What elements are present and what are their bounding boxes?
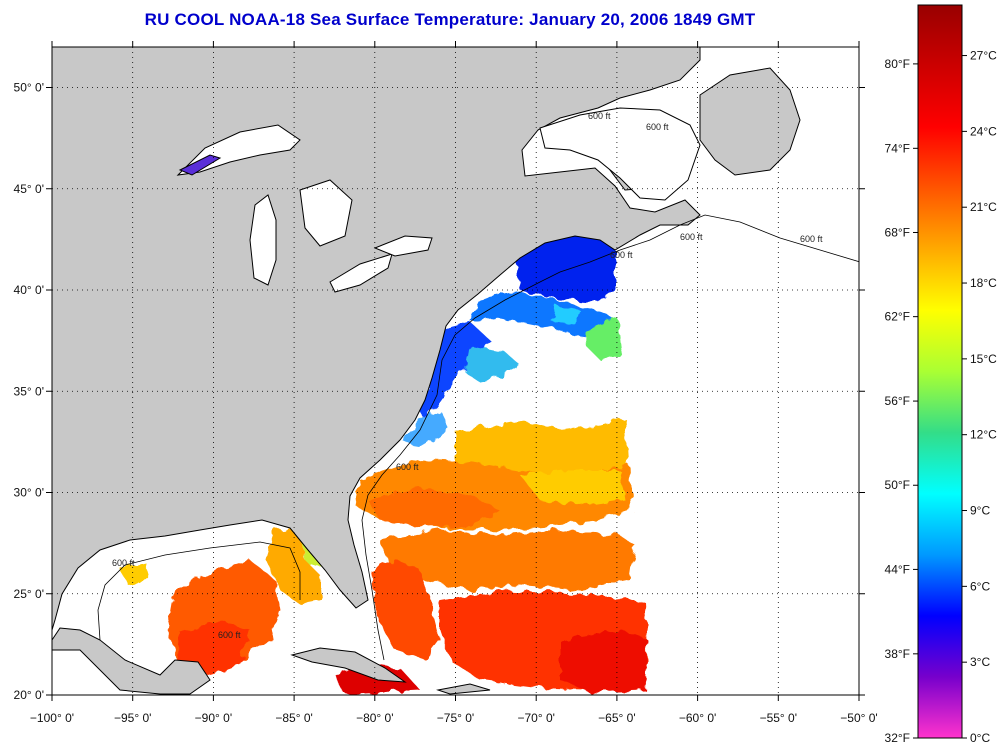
lat-tick-label: 25° 0' bbox=[14, 587, 44, 601]
colorbar-c-label: 6°C bbox=[970, 579, 990, 593]
colorbar-f-label: 68°F bbox=[885, 225, 910, 239]
lon-tick-label: −100° 0' bbox=[30, 711, 74, 725]
sst-patch-hatteras bbox=[402, 410, 450, 448]
colorbar-f-label: 56°F bbox=[885, 394, 910, 408]
sst-patch-slope-cyan bbox=[552, 305, 580, 325]
colorbar-c-label: 3°C bbox=[970, 655, 990, 669]
colorbar-c-label: 9°C bbox=[970, 504, 990, 518]
lat-tick-label: 20° 0' bbox=[14, 688, 44, 702]
isobath-label: 600 ft bbox=[396, 462, 419, 472]
newfoundland bbox=[699, 67, 801, 176]
temperature-colorbar bbox=[917, 4, 963, 739]
lon-tick-label: −75° 0' bbox=[437, 711, 474, 725]
isobath-label: 600 ft bbox=[588, 111, 611, 121]
mexico-land bbox=[52, 627, 211, 695]
isobath-label: 600 ft bbox=[646, 122, 669, 132]
lon-tick-label: −90° 0' bbox=[195, 711, 232, 725]
lat-tick-label: 50° 0' bbox=[14, 81, 44, 95]
sst-patch-warm-eddy bbox=[520, 470, 625, 505]
lake-ontario bbox=[373, 235, 433, 257]
colorbar-c-label: 12°C bbox=[970, 428, 997, 442]
sst-patch-southern-new-england bbox=[470, 292, 615, 340]
lon-tick-label: −95° 0' bbox=[114, 711, 151, 725]
axis-ticks bbox=[46, 41, 865, 701]
map-content: 600 ft 600 ft 600 ft 600 ft 600 ft 600 f… bbox=[52, 47, 859, 695]
lat-tick-label: 45° 0' bbox=[14, 182, 44, 196]
lon-tick-label: −65° 0' bbox=[598, 711, 635, 725]
sst-patch-subtropical-hot bbox=[560, 630, 648, 692]
colorbar-f-label: 74°F bbox=[885, 141, 910, 155]
lake-erie bbox=[329, 253, 393, 293]
sst-patch-bahamas bbox=[370, 560, 440, 660]
colorbar-celsius-labels: 0°C 3°C 6°C 9°C 12°C 15°C 18°C 21°C 24°C 27°C bbox=[962, 49, 997, 745]
isobath-label: 600 ft bbox=[218, 630, 241, 640]
colorbar-c-label: 0°C bbox=[970, 731, 990, 745]
isobath-labels: 600 ft 600 ft 600 ft 600 ft 600 ft 600 f… bbox=[112, 111, 823, 640]
hispaniola bbox=[436, 683, 491, 695]
lon-tick-label: −80° 0' bbox=[356, 711, 393, 725]
lon-tick-label: −85° 0' bbox=[275, 711, 312, 725]
colorbar-f-label: 80°F bbox=[885, 57, 910, 71]
colorbar-c-label: 15°C bbox=[970, 352, 997, 366]
colorbar-c-label: 24°C bbox=[970, 124, 997, 138]
map-title: RU COOL NOAA-18 Sea Surface Temperature:… bbox=[144, 10, 756, 29]
colorbar-c-label: 18°C bbox=[970, 276, 997, 290]
isobath-label: 600 ft bbox=[800, 234, 823, 244]
land-layer bbox=[52, 47, 801, 695]
lat-tick-label: 35° 0' bbox=[14, 384, 44, 398]
isobath-label: 600 ft bbox=[610, 250, 633, 260]
sst-patch-gulf-of-maine bbox=[516, 232, 615, 302]
isobath-label: 600 ft bbox=[112, 558, 135, 568]
lake-michigan bbox=[249, 194, 277, 286]
lake-huron bbox=[299, 179, 353, 247]
sst-patch-slope-green bbox=[585, 318, 622, 360]
lon-tick-label: −50° 0' bbox=[840, 711, 877, 725]
colorbar-f-label: 50°F bbox=[885, 478, 910, 492]
latitude-labels: 20° 0' 25° 0' 30° 0' 35° 0' 40° 0' 45° 0' 50° … bbox=[14, 81, 44, 703]
lat-tick-label: 30° 0' bbox=[14, 486, 44, 500]
colorbar-f-label: 32°F bbox=[885, 731, 910, 745]
sst-layer bbox=[120, 232, 648, 694]
sst-patch-texas-shelf bbox=[120, 562, 150, 585]
colorbar-fahrenheit-labels: 32°F 38°F 44°F 50°F 56°F 62°F 68°F 74°F 80°F bbox=[885, 57, 918, 745]
gulf-of-st-lawrence bbox=[539, 107, 701, 201]
lat-tick-label: 40° 0' bbox=[14, 283, 44, 297]
colorbar-f-label: 62°F bbox=[885, 310, 910, 324]
graticule bbox=[52, 47, 859, 695]
colorbar-f-label: 44°F bbox=[885, 562, 910, 576]
longitude-labels: −100° 0' −95° 0' −90° 0' −85° 0' −80° 0' −75°… bbox=[30, 711, 878, 725]
isobath-label: 600 ft bbox=[680, 232, 703, 242]
isobath-600ft bbox=[97, 214, 859, 661]
great-lakes bbox=[176, 124, 433, 293]
sst-patch-shelf-break bbox=[465, 345, 520, 382]
lon-tick-label: −60° 0' bbox=[679, 711, 716, 725]
sst-patch-gulf-stream-core bbox=[368, 488, 500, 528]
sst-patch-west-florida-shelf bbox=[266, 528, 322, 604]
lon-tick-label: −55° 0' bbox=[760, 711, 797, 725]
lon-tick-label: −70° 0' bbox=[517, 711, 554, 725]
colorbar-c-label: 27°C bbox=[970, 49, 997, 63]
north-america-land bbox=[52, 47, 701, 631]
cuba bbox=[290, 647, 407, 683]
colorbar-c-label: 21°C bbox=[970, 200, 997, 214]
sst-patch-bahamas-offshore bbox=[380, 530, 635, 590]
lake-superior-cold-patch bbox=[178, 154, 222, 176]
colorbar-f-label: 38°F bbox=[885, 647, 910, 661]
